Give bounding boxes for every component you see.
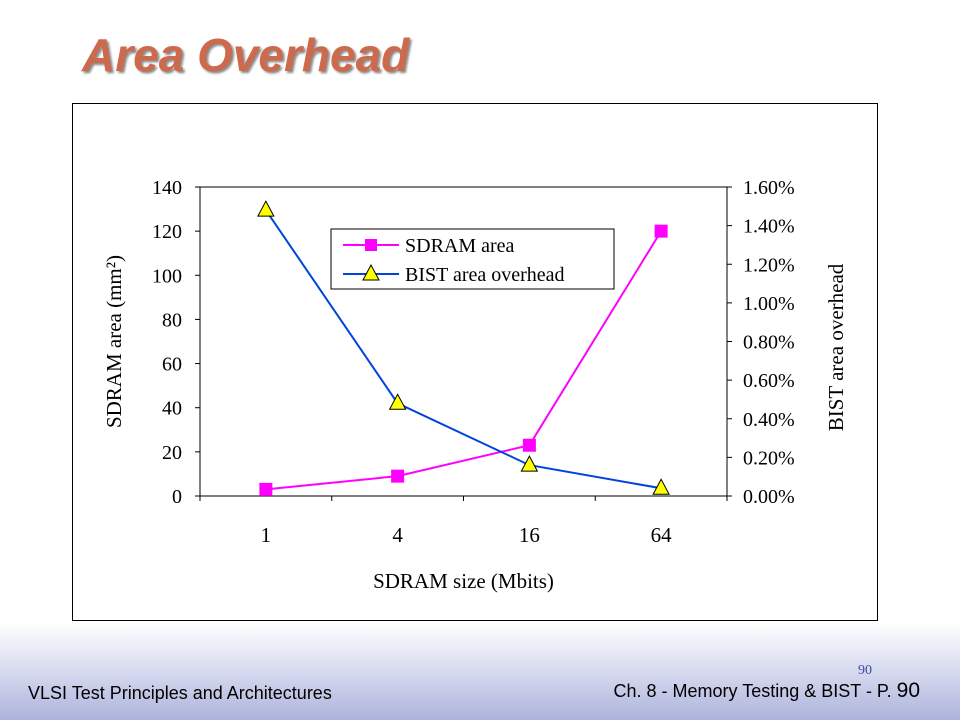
left-axis-tick-label: 20	[162, 442, 182, 464]
right-axis-tick-label: 1.00%	[743, 293, 795, 315]
x-axis-tick-label: 64	[651, 523, 673, 547]
left-axis-tick-label: 0	[172, 486, 182, 508]
series-line-sdram-area	[265, 230, 662, 491]
x-axis-tick-label: 4	[392, 523, 403, 547]
legend-label: BIST area overhead	[405, 264, 565, 286]
x-axis-title: SDRAM size (Mbits)	[373, 569, 554, 593]
x-axis-tick-label: 16	[519, 523, 540, 547]
footer-chapter: Ch. 8 - Memory Testing & BIST - P. 90	[614, 679, 920, 703]
data-point-bist-area-overhead	[388, 393, 407, 410]
right-axis-tick-label: 0.80%	[743, 332, 795, 354]
slide-title: Area Overhead	[82, 29, 410, 81]
left-axis-tick-label: 140	[152, 177, 182, 199]
chart-frame: 0 20 40 60 80 100 120 140 0.00% 0.20% 0.40% 0.60% 0.…	[72, 103, 878, 621]
right-axis-tick-label: 1.40%	[743, 216, 795, 238]
data-point-sdram-area	[522, 438, 536, 452]
data-point-bist-area-overhead	[257, 200, 275, 217]
right-axis-tick-label: 0.40%	[743, 409, 795, 431]
data-point-sdram-area	[259, 482, 273, 496]
series-line-bist-area-overhead	[265, 209, 662, 490]
right-axis-title: BIST area overhead	[824, 263, 848, 431]
legend-label: SDRAM area	[405, 235, 515, 257]
left-axis-tick-label: 40	[162, 398, 182, 420]
left-axis-tick-label: 60	[162, 354, 182, 376]
chart-svg: 0 20 40 60 80 100 120 140 0.00% 0.20% 0.40% 0.60% 0.…	[102, 177, 848, 593]
right-axis-tick-label: 1.60%	[743, 177, 795, 199]
left-axis-tick-label: 120	[152, 221, 182, 243]
data-point-sdram-area	[654, 224, 668, 238]
right-axis-tick-label: 0.00%	[743, 486, 795, 508]
slide-number: 90	[858, 663, 872, 678]
footer-course-title: VLSI Test Principles and Architectures	[28, 683, 332, 703]
left-axis-tick-label: 100	[152, 265, 182, 287]
x-axis-tick-label: 1	[261, 523, 272, 547]
right-axis-tick-label: 0.60%	[743, 370, 795, 392]
right-axis-tick-label: 1.20%	[743, 254, 795, 276]
right-axis-tick-label: 0.20%	[743, 447, 795, 469]
left-axis-tick-label: 80	[162, 309, 182, 331]
footer-page-number: 90	[896, 679, 920, 702]
data-point-bist-area-overhead	[520, 455, 539, 472]
data-point-bist-area-overhead	[652, 478, 670, 495]
footer-band	[0, 622, 960, 720]
left-axis-title: SDRAM area (mm²)	[102, 255, 126, 428]
legend-marker	[365, 239, 377, 251]
legend-marker	[362, 263, 380, 281]
footer-chapter-text: Ch. 8 - Memory Testing & BIST - P.	[613, 681, 892, 701]
data-point-sdram-area	[391, 469, 405, 483]
